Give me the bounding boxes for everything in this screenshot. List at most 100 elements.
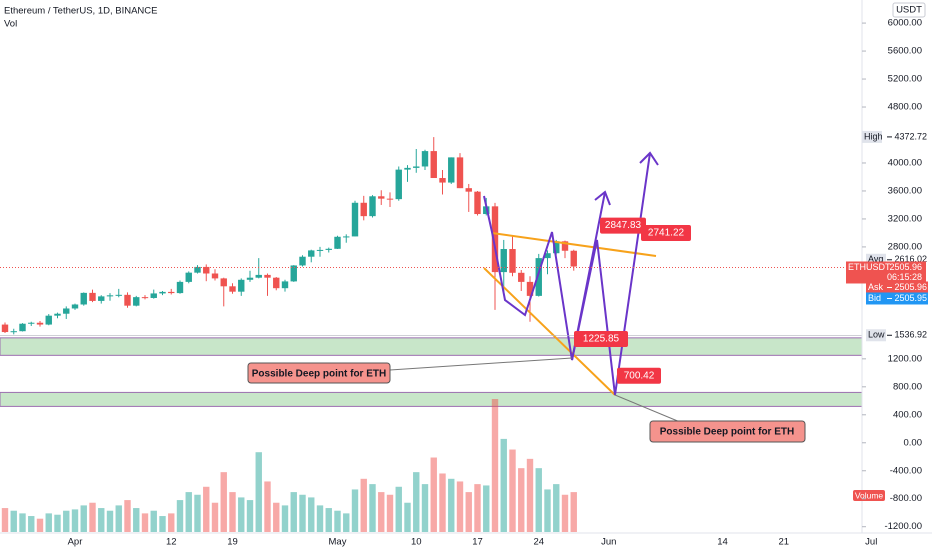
volume-bar — [561, 494, 569, 532]
annotations: 2847.83 2741.22 1225.85 700.42 — [0, 217, 862, 384]
candle-body — [325, 248, 332, 250]
volume-bar — [80, 505, 87, 532]
candle-body — [430, 151, 437, 179]
volume-bar — [36, 518, 44, 532]
price-marker-label: Low — [868, 330, 885, 340]
price-marker-label: Ask — [868, 282, 884, 292]
price-marker-value: 2505.95 — [894, 293, 927, 303]
price-label-box — [641, 225, 691, 242]
candle-body — [63, 308, 70, 314]
price-marker-box — [886, 281, 928, 294]
volume-bar — [115, 505, 122, 532]
candle-body — [509, 249, 516, 273]
callout-box — [247, 362, 391, 384]
candle-body — [439, 178, 446, 183]
candle-body — [518, 272, 525, 282]
volume-bar — [290, 492, 297, 532]
candle-body — [386, 198, 394, 200]
candle-body — [133, 297, 140, 306]
price-label-box — [617, 367, 661, 384]
volume-bar — [124, 500, 131, 532]
volume-bar — [404, 502, 411, 532]
candle-layer — [1, 137, 577, 335]
volume-bar — [299, 494, 306, 532]
candle-body — [456, 157, 464, 189]
volume-bar — [150, 510, 157, 532]
volume-bar — [316, 505, 324, 532]
price-marker-label: High — [864, 131, 883, 141]
y-tick-label: 3600.00 — [888, 185, 922, 196]
volume-bar — [430, 457, 437, 532]
price-marker-label: Bid — [868, 293, 881, 303]
volume-bar — [378, 492, 385, 532]
candle-body — [404, 167, 411, 170]
volume-bar — [334, 510, 341, 532]
price-marker-box — [886, 329, 928, 342]
price-marker-value: 2616.02 — [894, 254, 927, 264]
currency-box — [892, 2, 926, 18]
y-tick-label: 4800.00 — [888, 102, 922, 113]
candle-body — [141, 297, 149, 299]
zone — [0, 337, 876, 356]
volume-bar — [203, 486, 210, 532]
arrow-head — [594, 190, 611, 206]
volume-bar — [141, 513, 149, 532]
volume-bar — [483, 485, 490, 532]
x-tick-label: 12 — [166, 537, 177, 548]
price-label: 1225.85 — [583, 334, 620, 345]
volume-bar — [456, 481, 464, 532]
candle-body — [273, 277, 280, 289]
candle-body — [36, 322, 44, 325]
candle-body — [1, 324, 9, 333]
projection — [571, 152, 651, 396]
volume-bar — [211, 502, 219, 532]
price-marker-value: 1536.92 — [894, 330, 927, 340]
price-marker-box — [846, 261, 926, 284]
volume-layer — [1, 399, 577, 532]
volume-bar — [264, 481, 271, 532]
volume-bar — [229, 492, 236, 532]
candle-body — [106, 295, 114, 297]
candle-body — [45, 315, 52, 325]
candle-body — [264, 274, 271, 278]
y-tick-label: -1200.00 — [884, 521, 922, 532]
volume-bar — [518, 468, 525, 532]
volume-bar — [168, 513, 175, 532]
volume-bar — [474, 484, 481, 532]
candle-body — [220, 278, 227, 287]
candle-body — [150, 293, 157, 298]
candle-body — [360, 202, 367, 217]
candle-body — [28, 322, 35, 324]
volume-bar — [325, 508, 332, 532]
chart-title: Ethereum / TetherUS, 1D, BINANCE — [4, 6, 157, 17]
volume-bar — [281, 505, 289, 532]
volume-bar — [28, 516, 35, 532]
price-marker-value: 4372.72 — [894, 131, 927, 141]
price-label-box — [600, 217, 646, 234]
candle-body — [229, 286, 236, 292]
trendline — [491, 232, 657, 257]
volume-bar — [343, 513, 350, 532]
volume-bar — [71, 509, 79, 532]
y-tick-label: 4000.00 — [888, 157, 922, 168]
candle-body — [290, 265, 297, 282]
candle-body — [535, 258, 542, 296]
volume-bar — [98, 508, 105, 532]
candle-body — [448, 157, 455, 183]
x-tick-label: Apr — [68, 537, 83, 548]
volume-bar — [413, 472, 420, 532]
candle-body — [71, 304, 79, 309]
y-tick-label: -400.00 — [890, 465, 922, 476]
volume-bar — [159, 516, 166, 532]
price-label: 700.42 — [624, 370, 655, 381]
y-tick-label: 6000.00 — [888, 18, 922, 29]
candle-body — [378, 196, 385, 199]
candle-body — [474, 191, 481, 215]
volume-bar — [465, 492, 472, 532]
price-marker-tag — [862, 130, 882, 143]
volume-bar — [535, 468, 542, 532]
volume-bar — [1, 508, 9, 532]
candle-body — [185, 272, 192, 282]
candle-body — [316, 249, 324, 251]
volume-bar — [308, 497, 315, 532]
